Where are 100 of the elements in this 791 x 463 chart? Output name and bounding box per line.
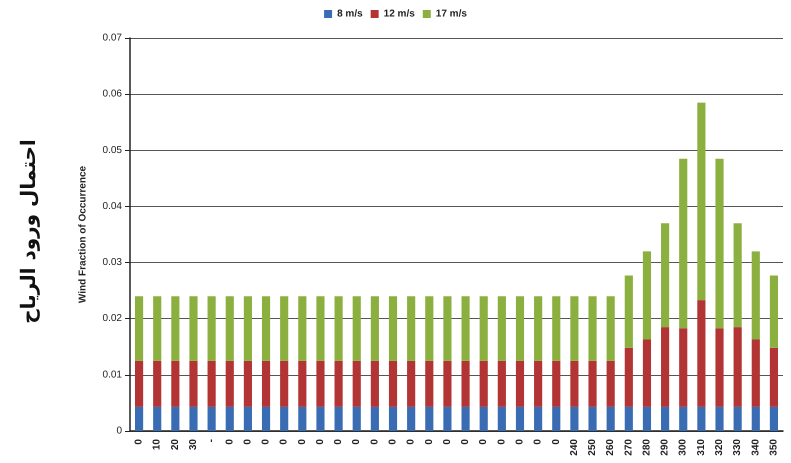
bar: [516, 296, 524, 361]
bar: [298, 360, 306, 407]
bar: [480, 360, 488, 407]
bar: [679, 406, 688, 431]
bar: [498, 360, 506, 407]
bar: [370, 406, 379, 431]
y-tick-label: 0.06: [102, 88, 122, 100]
y-tick-label: 0.02: [102, 313, 122, 324]
bar: [715, 328, 724, 407]
x-tick-label: 0: [514, 438, 526, 445]
x-tick-label: 0: [478, 438, 490, 445]
bar: [697, 406, 706, 431]
bar: [770, 406, 778, 431]
y-axis-title: Wind Fraction of Occurrence: [78, 165, 88, 304]
x-tick-label: 260: [605, 438, 616, 456]
bar: [280, 360, 288, 407]
bar: [534, 360, 542, 407]
bar: [661, 223, 670, 328]
bar: [298, 406, 306, 431]
x-tick-label: 240: [568, 438, 580, 456]
bar: [443, 296, 452, 361]
x-tick-label: 30: [188, 438, 199, 450]
bar: [516, 360, 524, 407]
bar: [226, 296, 234, 361]
bar: [352, 406, 361, 431]
bar: [734, 327, 742, 407]
bar: [534, 406, 542, 431]
bar: [134, 360, 144, 407]
y-tick-label: 0.04: [102, 200, 122, 212]
x-tick-label: 290: [660, 438, 671, 456]
bar: [443, 406, 452, 431]
bar: [244, 406, 252, 431]
bar: [425, 296, 434, 361]
legend-label: 12 m/s: [384, 8, 416, 20]
bar: [443, 360, 452, 407]
bar: [498, 406, 506, 431]
bar: [262, 296, 270, 361]
legend-label: 8 m/s: [337, 8, 364, 20]
bar: [334, 360, 343, 407]
x-tick-label: 330: [732, 438, 744, 456]
x-tick-label: 0: [406, 438, 417, 445]
bar: [752, 339, 760, 407]
bar: [407, 406, 416, 431]
x-tick-label: 0: [278, 438, 290, 445]
bar: [679, 158, 688, 328]
bar: [570, 360, 578, 407]
bar: [407, 360, 416, 407]
bar: [280, 296, 288, 361]
bar: [316, 296, 325, 361]
bar: [606, 360, 615, 407]
bar: [642, 406, 652, 431]
y-tick-label: 0.05: [102, 144, 122, 156]
y-tick-label: 0.07: [102, 32, 122, 44]
x-tick-label: 0: [442, 438, 453, 445]
bar: [498, 296, 506, 361]
x-tick-label: 0: [388, 438, 399, 445]
x-tick-label: 10: [152, 438, 163, 450]
bar: [697, 102, 706, 300]
bar: [425, 406, 434, 431]
bar: [171, 360, 180, 407]
bar: [171, 296, 180, 361]
x-tick-label: 250: [587, 438, 598, 456]
bar: [298, 296, 306, 361]
x-tick-label: 310: [696, 438, 707, 456]
bar: [661, 327, 670, 407]
x-tick-label: 280: [641, 438, 652, 456]
bar: [624, 406, 633, 431]
x-tick-label: 0: [532, 438, 544, 445]
y-tick-label: 0: [116, 426, 122, 436]
bar: [425, 360, 434, 407]
x-tick-label: 340: [750, 438, 762, 456]
x-tick-label: 0: [369, 438, 380, 445]
bar: [624, 275, 633, 348]
bar: [316, 360, 325, 407]
bar: [642, 339, 652, 407]
bar: [552, 296, 560, 361]
bar: [262, 406, 270, 431]
bar: [715, 406, 724, 431]
bar: [461, 360, 470, 407]
bar: [697, 300, 706, 407]
bar: [370, 296, 379, 361]
bar: [208, 296, 216, 361]
bar: [734, 406, 742, 431]
x-tick-label: 0: [314, 438, 326, 445]
bar: [316, 406, 325, 431]
x-tick-label: 300: [678, 438, 689, 456]
bar: [588, 296, 597, 361]
bar: [208, 360, 216, 407]
bar: [588, 360, 597, 407]
bar: [189, 360, 198, 407]
bar: [388, 360, 398, 407]
bar: [516, 406, 524, 431]
x-tick-label: 0: [424, 438, 435, 445]
y-tick-label: 0.03: [102, 257, 122, 268]
bar: [752, 406, 760, 431]
bar: [352, 296, 361, 361]
bar: [480, 406, 488, 431]
bar: [134, 406, 144, 431]
bar: [770, 275, 778, 348]
bar: [171, 406, 180, 431]
